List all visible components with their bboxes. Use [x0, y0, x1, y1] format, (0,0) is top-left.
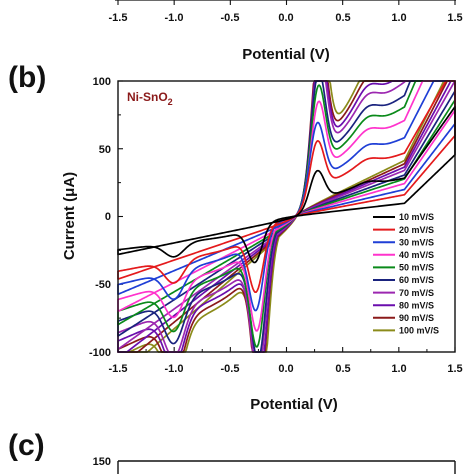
top-x-tick: 0.0 [278, 12, 293, 24]
top-panel-x-axis-title: Potential (V) [242, 46, 330, 63]
panel-b-chart: Ni-SnO2 100 50 0 -50 -100 -1.5 -1.0 -0.5… [61, 76, 463, 413]
y-axis-title: Current (μA) [61, 172, 78, 260]
x-axis-title: Potential (V) [250, 396, 338, 413]
legend-label: 40 mV/S [399, 250, 434, 260]
legend-label: 80 mV/S [399, 300, 434, 310]
x-tick-label: -1.0 [165, 363, 184, 375]
y-tick-label: 0 [105, 211, 111, 223]
top-x-tick: -1.5 [109, 12, 128, 24]
x-tick-label: 0.5 [335, 363, 350, 375]
x-tick-label: 1.5 [447, 363, 462, 375]
legend: 10 mV/S 20 mV/S 30 mV/S 40 mV/S 50 mV/S 60 mV… [373, 212, 439, 336]
sample-label-main: Ni-SnO [127, 90, 168, 104]
sample-label-subscript: 2 [168, 97, 173, 107]
top-x-tick: 1.0 [391, 12, 406, 24]
x-tick-label: -0.5 [221, 363, 240, 375]
legend-label: 70 mV/S [399, 288, 434, 298]
plot-frame [117, 80, 456, 353]
sample-label: Ni-SnO2 [127, 90, 173, 107]
top-panel-remnant: -1.5 -1.0 -0.5 0.0 0.5 1.0 1.5 Potential… [109, 0, 463, 63]
x-tick-label: 0.0 [278, 363, 293, 375]
x-ticks: -1.5 -1.0 -0.5 0.0 0.5 1.0 1.5 [109, 363, 463, 375]
panel-b-letter: (b) [8, 61, 46, 94]
top-x-tick: 0.5 [335, 12, 350, 24]
legend-label: 10 mV/S [399, 212, 434, 222]
top-panel-tick-marks [117, 0, 456, 5]
y-tick-label: -100 [89, 347, 111, 359]
x-tick-label: 1.0 [391, 363, 406, 375]
cv-curve [117, 80, 456, 294]
top-x-tick: -0.5 [221, 12, 240, 24]
y-tick-label: 50 [99, 144, 111, 156]
y-tick-label: -50 [95, 279, 111, 291]
legend-label: 100 mV/S [399, 326, 439, 336]
legend-label: 20 mV/S [399, 225, 434, 235]
panel-c-fragment: (c) 150 [8, 429, 456, 474]
y-tick-label: 100 [93, 76, 111, 88]
panel-c-letter: (c) [8, 429, 45, 462]
legend-label: 50 mV/S [399, 263, 434, 273]
legend-label: 90 mV/S [399, 313, 434, 323]
legend-label: 30 mV/S [399, 237, 434, 247]
x-tick-label: -1.5 [109, 363, 128, 375]
panel-c-y-tick: 150 [93, 456, 111, 468]
top-x-tick: 1.5 [447, 12, 462, 24]
legend-label: 60 mV/S [399, 275, 434, 285]
top-panel-x-ticks: -1.5 -1.0 -0.5 0.0 0.5 1.0 1.5 [109, 12, 463, 24]
y-ticks: 100 50 0 -50 -100 [89, 76, 111, 359]
top-x-tick: -1.0 [165, 12, 184, 24]
